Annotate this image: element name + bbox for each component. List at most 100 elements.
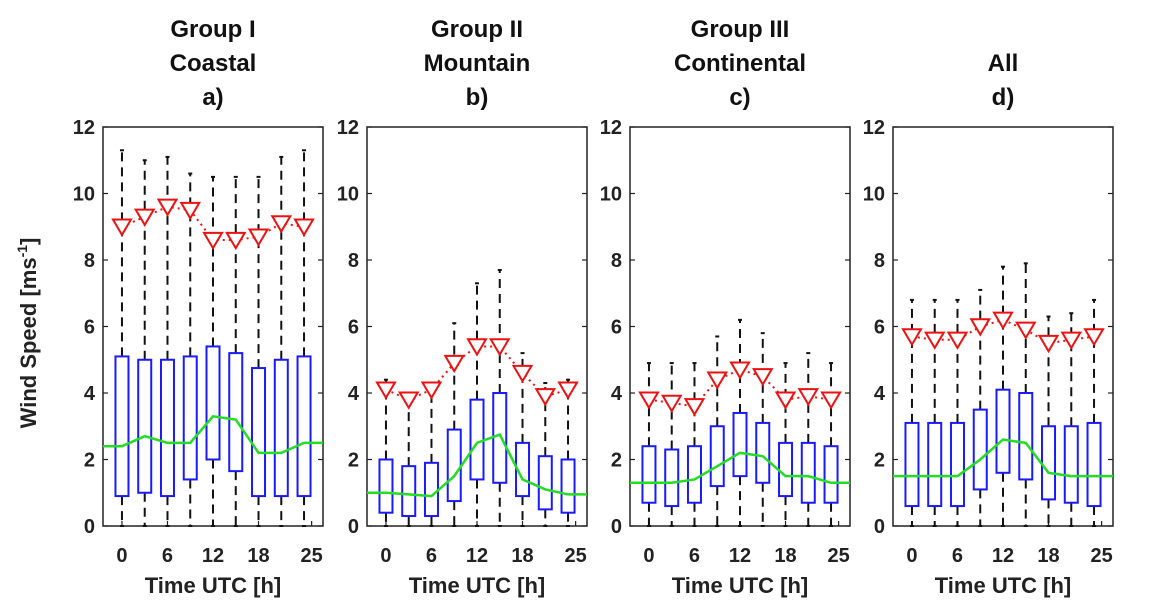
- panel-d-y-tick-label: 6: [874, 317, 885, 339]
- panel-d-y-tick-label: 12: [863, 117, 885, 139]
- panel-c-marker: [638, 391, 660, 410]
- panel-a-marker: [133, 208, 156, 227]
- panel-b-marker: [489, 338, 511, 357]
- panel-d-marker: [969, 318, 991, 337]
- panel-d-median-line: [893, 438, 1113, 478]
- panel-c-title-line-2: Continental: [674, 50, 806, 77]
- panel-c-box: [823, 445, 839, 504]
- panel-a-y-tick-label: 4: [84, 383, 96, 405]
- panel-a-title-line-1: Group I: [170, 16, 255, 43]
- panel-a-box: [159, 358, 175, 498]
- panel-b-box: [423, 461, 439, 518]
- panel-a-x-tick-label: 6: [162, 545, 173, 567]
- panel-d-marker: [946, 331, 969, 350]
- panel-c-title-line-1: Group III: [691, 16, 790, 43]
- panel-b-x-tick-label: 6: [426, 545, 437, 567]
- panel-a-marker: [111, 218, 133, 237]
- panel-c-marker: [774, 391, 797, 410]
- panel-d-marker: [1015, 321, 1037, 340]
- panel-b-y-tick-label: 2: [348, 450, 359, 472]
- panel-c-box: [755, 421, 771, 484]
- panel-d-box: [1018, 392, 1034, 481]
- panel-a-y-tick-label: 0: [84, 516, 95, 538]
- panel-b-marker: [443, 354, 465, 374]
- panel-d-marker: [901, 328, 923, 347]
- panel-c-axes: [629, 126, 851, 527]
- panel-d-marker-line: [911, 318, 1095, 345]
- panel-a-box: [251, 367, 267, 498]
- panel-c-x-tick-label: 12: [729, 545, 751, 567]
- panel-c-y-tick-label: 2: [611, 450, 622, 472]
- panel-b-title-line-2: Mountain: [424, 50, 531, 77]
- panel-c-y-tick-label: 6: [611, 317, 622, 339]
- panel-b-axes: [366, 126, 588, 527]
- panel-b-y-tick-label: 12: [337, 117, 359, 139]
- panel-b-marker: [397, 391, 420, 410]
- panel-b-y-tick-label: 6: [348, 317, 359, 339]
- panel-d-x-tick-label: 0: [906, 545, 917, 567]
- panel-b-marker: [466, 338, 488, 357]
- panel-c-y-tick-label: 12: [600, 117, 622, 139]
- panel-b-median-line: [367, 433, 587, 498]
- y-axis-label-main: Wind Speed [ms: [16, 257, 41, 428]
- panel-b-marker: [420, 381, 443, 400]
- panel-a-marker: [179, 201, 201, 221]
- panel-d-y-tick-label: 10: [863, 184, 885, 206]
- panel-d-y-tick-label: 8: [874, 250, 885, 272]
- panel-c-box: [800, 441, 816, 504]
- panel-b-marker: [511, 364, 534, 384]
- panel-a-marker: [247, 228, 270, 247]
- panel-a-box: [296, 355, 312, 498]
- panel-a-y-tick-label: 8: [84, 250, 95, 272]
- panel-d: All d) 0 2 4 6 8 10 12 0 6 12 18 25 Time UTC [h]: [863, 50, 1114, 598]
- panel-a-x-tick-label: 0: [116, 545, 127, 567]
- panel-d-y-tick-label: 0: [874, 516, 885, 538]
- panel-c-box: [641, 445, 657, 504]
- panel-a-x-tick-label: 25: [300, 545, 322, 567]
- panel-a-y-tick-label: 6: [84, 317, 95, 339]
- panel-a-y-tick-label: 2: [84, 450, 95, 472]
- panel-b-marker: [375, 381, 397, 400]
- panel-c-title-line-3: c): [729, 84, 750, 111]
- panel-b-x-tick-label: 12: [466, 545, 488, 567]
- panel-c-x-tick-label: 0: [643, 545, 654, 567]
- panel-c-x-tick-label: 25: [827, 545, 849, 567]
- panel-b-box: [560, 458, 576, 514]
- panel-b-box: [492, 392, 508, 484]
- panel-d-x-tick-label: 6: [952, 545, 963, 567]
- panel-b: Group II Mountain b) 0 2 4 6 8 10 12 0 6 12 18 25 Time …: [337, 16, 588, 598]
- panel-d-box: [972, 408, 988, 491]
- panel-b-box: [515, 441, 531, 498]
- panel-a-median-line: [103, 414, 323, 455]
- panel-d-marker: [1083, 328, 1105, 347]
- panel-c-box: [686, 445, 702, 504]
- panel-b-title-line-1: Group II: [431, 16, 523, 43]
- panel-c-y-tick-label: 0: [611, 516, 622, 538]
- panel-a-y-tick-label: 12: [73, 117, 95, 139]
- panel-b-x-axis-label: Time UTC [h]: [409, 573, 545, 598]
- panel-b-x-tick-label: 18: [511, 545, 533, 567]
- panel-a-box: [114, 355, 130, 498]
- panel-c-marker: [683, 398, 706, 417]
- panel-b-box: [469, 398, 485, 481]
- panel-b-x-tick-label: 25: [564, 545, 586, 567]
- panel-c-x-tick-label: 18: [774, 545, 796, 567]
- panel-b-title-line-3: b): [466, 84, 489, 111]
- panel-c-median-line: [630, 451, 850, 485]
- panel-b-y-tick-label: 8: [348, 250, 359, 272]
- panel-a-marker: [270, 215, 293, 234]
- y-axis-label-close: ]: [16, 238, 41, 245]
- panel-c-marker: [660, 394, 683, 414]
- panel-b-box: [446, 428, 462, 503]
- panel-c-marker: [820, 391, 842, 410]
- panel-a-box: [137, 358, 153, 494]
- panel-c-x-axis-label: Time UTC [h]: [672, 573, 808, 598]
- panel-b-box: [537, 455, 553, 511]
- panel-a-box: [182, 355, 198, 481]
- panel-a-box: [228, 352, 244, 473]
- panel-d-marker: [1060, 331, 1083, 350]
- panel-c-marker: [729, 361, 751, 380]
- panel-d-box: [927, 421, 943, 508]
- panel-d-box: [1041, 425, 1057, 501]
- panel-b-marker: [534, 388, 557, 407]
